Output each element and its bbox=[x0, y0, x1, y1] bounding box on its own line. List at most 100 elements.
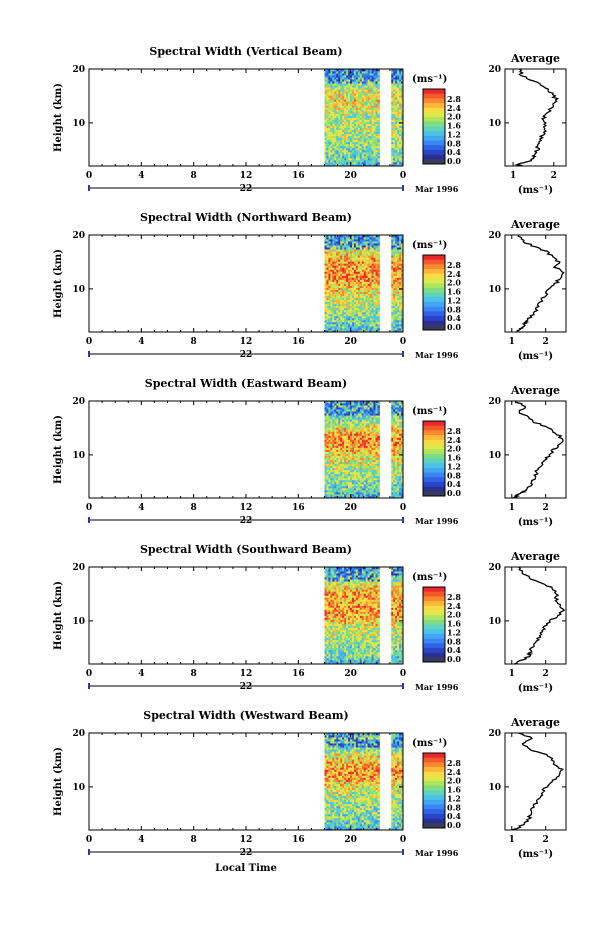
heatmap-cell bbox=[357, 119, 361, 122]
heatmap-cell bbox=[353, 293, 357, 297]
heatmap-cell bbox=[391, 423, 394, 426]
heatmap-cell bbox=[395, 263, 398, 266]
heatmap-cell bbox=[328, 321, 331, 325]
heatmap-cell bbox=[336, 101, 339, 104]
heatmap-cell bbox=[377, 85, 380, 88]
heatmap-cell bbox=[328, 125, 331, 128]
heatmap-cell bbox=[377, 75, 380, 78]
heatmap-cell bbox=[357, 141, 361, 145]
heatmap-cell bbox=[375, 303, 378, 307]
heatmap-cell bbox=[332, 127, 335, 131]
heatmap-cell bbox=[340, 301, 343, 305]
heatmap-cell bbox=[338, 471, 341, 475]
heatmap-cell bbox=[357, 155, 361, 159]
heatmap-cell bbox=[369, 457, 372, 460]
heatmap-cell bbox=[367, 285, 371, 288]
heatmap-cell bbox=[350, 413, 353, 416]
heatmap-cell bbox=[367, 493, 371, 497]
heatmap-cell bbox=[395, 161, 398, 165]
heatmap-cell bbox=[361, 493, 365, 497]
heatmap-cell bbox=[377, 83, 380, 86]
heatmap-cell bbox=[395, 321, 398, 325]
heatmap-cell bbox=[393, 127, 396, 131]
heatmap-cell bbox=[395, 421, 398, 424]
heatmap-cell bbox=[397, 295, 400, 299]
heatmap-cell bbox=[326, 133, 329, 137]
heatmap-cell bbox=[371, 267, 374, 270]
heatmap-cell bbox=[336, 87, 339, 90]
heatmap-cell bbox=[375, 407, 378, 410]
heatmap-cell bbox=[336, 455, 339, 458]
heatmap-cell bbox=[355, 289, 359, 292]
heatmap-cell bbox=[330, 97, 333, 100]
heatmap-cell bbox=[334, 417, 337, 420]
heatmap-cell bbox=[350, 417, 353, 420]
heatmap-cell bbox=[375, 289, 378, 292]
heatmap-cell bbox=[340, 251, 343, 254]
heatmap-cell bbox=[348, 265, 351, 268]
heatmap-cell bbox=[369, 485, 372, 489]
heatmap-cell bbox=[348, 139, 351, 143]
heatmap-cell bbox=[353, 159, 357, 163]
heatmap-cell bbox=[377, 133, 380, 137]
heatmap-cell bbox=[393, 247, 396, 250]
heatmap-cell bbox=[397, 101, 400, 104]
heatmap-cell bbox=[369, 123, 372, 126]
heatmap-cell bbox=[359, 459, 363, 463]
heatmap-cell bbox=[353, 73, 357, 76]
heatmap-cell bbox=[377, 301, 380, 305]
heatmap-cell bbox=[346, 263, 349, 266]
heatmap-cell bbox=[365, 445, 369, 448]
heatmap-cell bbox=[346, 455, 349, 458]
heatmap-cell bbox=[363, 411, 367, 414]
heatmap-cell bbox=[375, 483, 378, 487]
heatmap-cell bbox=[375, 455, 378, 458]
heatmap-cell bbox=[361, 403, 365, 406]
heatmap-cell bbox=[395, 325, 398, 329]
heatmap-cell bbox=[371, 79, 374, 82]
heatmap-cell bbox=[361, 401, 365, 404]
heatmap-cell bbox=[359, 413, 363, 416]
heatmap-cell bbox=[342, 425, 345, 428]
heatmap-cell bbox=[395, 473, 398, 477]
heatmap-cell bbox=[373, 121, 376, 124]
heatmap-cell bbox=[365, 91, 369, 94]
heatmap-cell bbox=[375, 325, 378, 329]
heatmap-cell bbox=[377, 315, 380, 319]
heatmap-cell bbox=[346, 243, 349, 246]
heatmap-cell bbox=[342, 293, 345, 297]
heatmap-cell bbox=[344, 425, 347, 428]
heatmap-cell bbox=[369, 443, 372, 446]
heatmap-cell bbox=[353, 99, 357, 102]
heatmap-cell bbox=[397, 85, 400, 88]
heatmap-cell bbox=[350, 85, 353, 88]
heatmap-cell bbox=[369, 129, 372, 133]
heatmap-cell bbox=[375, 473, 378, 477]
heatmap-cell bbox=[324, 467, 327, 471]
heatmap-cell bbox=[369, 471, 372, 475]
heatmap-cell bbox=[348, 447, 351, 450]
heatmap-cell bbox=[377, 265, 380, 268]
heatmap-cell bbox=[397, 139, 400, 143]
heatmap-cell bbox=[401, 299, 404, 303]
heatmap-cell bbox=[391, 83, 394, 86]
heatmap-cell bbox=[353, 289, 357, 292]
heatmap-cell bbox=[330, 137, 333, 141]
heatmap-cell bbox=[393, 89, 396, 92]
heatmap-cell bbox=[348, 147, 351, 151]
heatmap-cell bbox=[371, 473, 374, 477]
heatmap-cell bbox=[355, 127, 359, 131]
heatmap-cell bbox=[377, 461, 380, 465]
heatmap-cell bbox=[342, 247, 345, 250]
heatmap-cell bbox=[369, 103, 372, 106]
heatmap-cell bbox=[328, 121, 331, 124]
heatmap-cell bbox=[401, 275, 404, 278]
heatmap-cell bbox=[328, 409, 331, 412]
heatmap-cell bbox=[348, 85, 351, 88]
heatmap-cell bbox=[346, 487, 349, 491]
heatmap-cell bbox=[334, 307, 337, 311]
heatmap-cell bbox=[395, 407, 398, 410]
heatmap-cell bbox=[346, 239, 349, 242]
heatmap-cell bbox=[361, 409, 365, 412]
heatmap-cell bbox=[359, 263, 363, 266]
